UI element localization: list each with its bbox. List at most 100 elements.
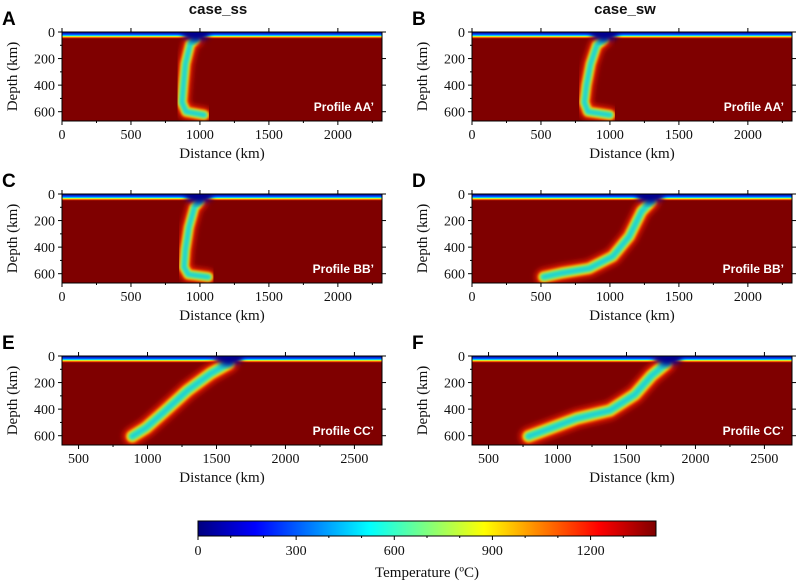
y-tick-label: 600 bbox=[34, 430, 55, 445]
profile-label: Profile AA’ bbox=[314, 100, 374, 114]
y-tick-label: 0 bbox=[458, 350, 465, 365]
temperature-field bbox=[62, 194, 382, 283]
trench-cold-wedge bbox=[184, 194, 213, 204]
trench-cold-wedge bbox=[181, 32, 210, 42]
x-axis-label: Distance (km) bbox=[589, 146, 674, 162]
slab-cold-core bbox=[583, 37, 612, 117]
mantle-background bbox=[62, 194, 382, 283]
colorbar-tick-label: 300 bbox=[286, 544, 307, 559]
x-tick-label: 2000 bbox=[734, 290, 762, 305]
slab-cold-core bbox=[542, 199, 653, 279]
mantle-background bbox=[62, 32, 382, 121]
cold-lid bbox=[62, 32, 382, 39]
mantle-background bbox=[472, 32, 792, 121]
y-tick-label: 600 bbox=[34, 268, 55, 283]
y-axis-label: Depth (km) bbox=[415, 366, 431, 436]
x-axis-label: Distance (km) bbox=[179, 308, 264, 324]
x-tick-label: 1000 bbox=[596, 128, 624, 143]
x-tick-label: 2000 bbox=[734, 128, 762, 143]
y-tick-label: 200 bbox=[444, 377, 465, 392]
y-axis-label: Depth (km) bbox=[5, 366, 21, 436]
x-tick-label: 2000 bbox=[324, 290, 352, 305]
temperature-field bbox=[472, 356, 792, 445]
y-tick-label: 400 bbox=[444, 241, 465, 256]
y-tick-label: 600 bbox=[444, 268, 465, 283]
x-tick-label: 1000 bbox=[596, 290, 624, 305]
y-tick-label: 200 bbox=[444, 53, 465, 68]
x-axis-label: Distance (km) bbox=[589, 470, 674, 486]
trench-cold-wedge bbox=[215, 356, 244, 366]
y-axis-label: Depth (km) bbox=[415, 204, 431, 274]
temperature-field bbox=[62, 32, 382, 121]
y-tick-label: 200 bbox=[34, 377, 55, 392]
cold-lid bbox=[62, 194, 382, 201]
y-tick-label: 400 bbox=[34, 79, 55, 94]
panel-d: 0 200 400 600 0 500 1000 1500 2000 Distance (km) D… bbox=[412, 171, 796, 324]
profile-label: Profile CC’ bbox=[313, 424, 374, 438]
x-tick-label: 1000 bbox=[186, 290, 214, 305]
y-tick-label: 600 bbox=[444, 106, 465, 121]
x-axis-label: Distance (km) bbox=[589, 308, 674, 324]
y-tick-label: 400 bbox=[34, 403, 55, 418]
profile-label: Profile BB’ bbox=[313, 262, 374, 276]
trench-cold-wedge bbox=[590, 32, 619, 42]
profile-label: Profile BB’ bbox=[723, 262, 784, 276]
y-tick-label: 0 bbox=[48, 188, 55, 203]
colorbar-tick-label: 0 bbox=[195, 544, 202, 559]
panel-letter: C bbox=[2, 171, 16, 192]
x-tick-label: 2500 bbox=[750, 452, 778, 467]
x-tick-label: 0 bbox=[59, 290, 66, 305]
slab-cold-core bbox=[182, 199, 210, 279]
temperature-field bbox=[472, 194, 792, 283]
panel-letter: B bbox=[412, 9, 426, 30]
x-tick-label: 2500 bbox=[340, 452, 368, 467]
colorbar-tick-label: 600 bbox=[384, 544, 405, 559]
slab-cold-core bbox=[180, 37, 206, 117]
panel-f: 0 200 400 600 500 1000 1500 2000 2500 Distance (k… bbox=[412, 333, 796, 486]
x-tick-label: 1500 bbox=[665, 128, 693, 143]
x-tick-label: 1000 bbox=[544, 452, 572, 467]
cold-lid bbox=[472, 356, 792, 363]
panel-a: 0 200 400 600 0 500 1000 1500 2000 Distance (km) D… bbox=[2, 9, 386, 162]
profile-label: Profile AA’ bbox=[724, 100, 784, 114]
x-tick-label: 2000 bbox=[681, 452, 709, 467]
y-tick-label: 200 bbox=[444, 215, 465, 230]
slab-cold-core bbox=[526, 361, 669, 439]
x-axis-label: Distance (km) bbox=[179, 470, 264, 486]
profile-label: Profile CC’ bbox=[723, 424, 784, 438]
y-tick-label: 600 bbox=[34, 106, 55, 121]
panel-frame bbox=[61, 355, 383, 446]
x-tick-label: 500 bbox=[530, 290, 551, 305]
x-tick-label: 500 bbox=[478, 452, 499, 467]
slab-cold-core bbox=[130, 361, 231, 439]
panel-letter: E bbox=[2, 333, 15, 354]
x-tick-label: 500 bbox=[120, 128, 141, 143]
colorbar-label: Temperature (ºC) bbox=[375, 565, 479, 581]
panel-frame bbox=[471, 31, 793, 122]
panel-frame bbox=[471, 355, 793, 446]
y-axis-label: Depth (km) bbox=[5, 42, 21, 112]
x-tick-label: 2000 bbox=[324, 128, 352, 143]
y-axis-label: Depth (km) bbox=[415, 42, 431, 112]
temperature-field bbox=[62, 356, 382, 445]
y-tick-label: 0 bbox=[48, 26, 55, 41]
x-tick-label: 2000 bbox=[271, 452, 299, 467]
x-tick-label: 1500 bbox=[202, 452, 230, 467]
colorbar-tick-label: 900 bbox=[482, 544, 503, 559]
x-tick-label: 1000 bbox=[134, 452, 162, 467]
x-tick-label: 0 bbox=[469, 290, 476, 305]
colorbar-gradient bbox=[197, 520, 657, 537]
y-tick-label: 200 bbox=[34, 215, 55, 230]
y-tick-label: 0 bbox=[48, 350, 55, 365]
x-tick-label: 1500 bbox=[612, 452, 640, 467]
y-tick-label: 400 bbox=[444, 79, 465, 94]
panel-b: 0 200 400 600 0 500 1000 1500 2000 Distance (km) D… bbox=[412, 9, 796, 162]
x-tick-label: 500 bbox=[120, 290, 141, 305]
y-tick-label: 600 bbox=[444, 430, 465, 445]
x-tick-label: 500 bbox=[68, 452, 89, 467]
x-tick-label: 1500 bbox=[255, 128, 283, 143]
panel-letter: D bbox=[412, 171, 426, 192]
panel-frame bbox=[61, 193, 383, 284]
cold-lid bbox=[472, 32, 792, 39]
